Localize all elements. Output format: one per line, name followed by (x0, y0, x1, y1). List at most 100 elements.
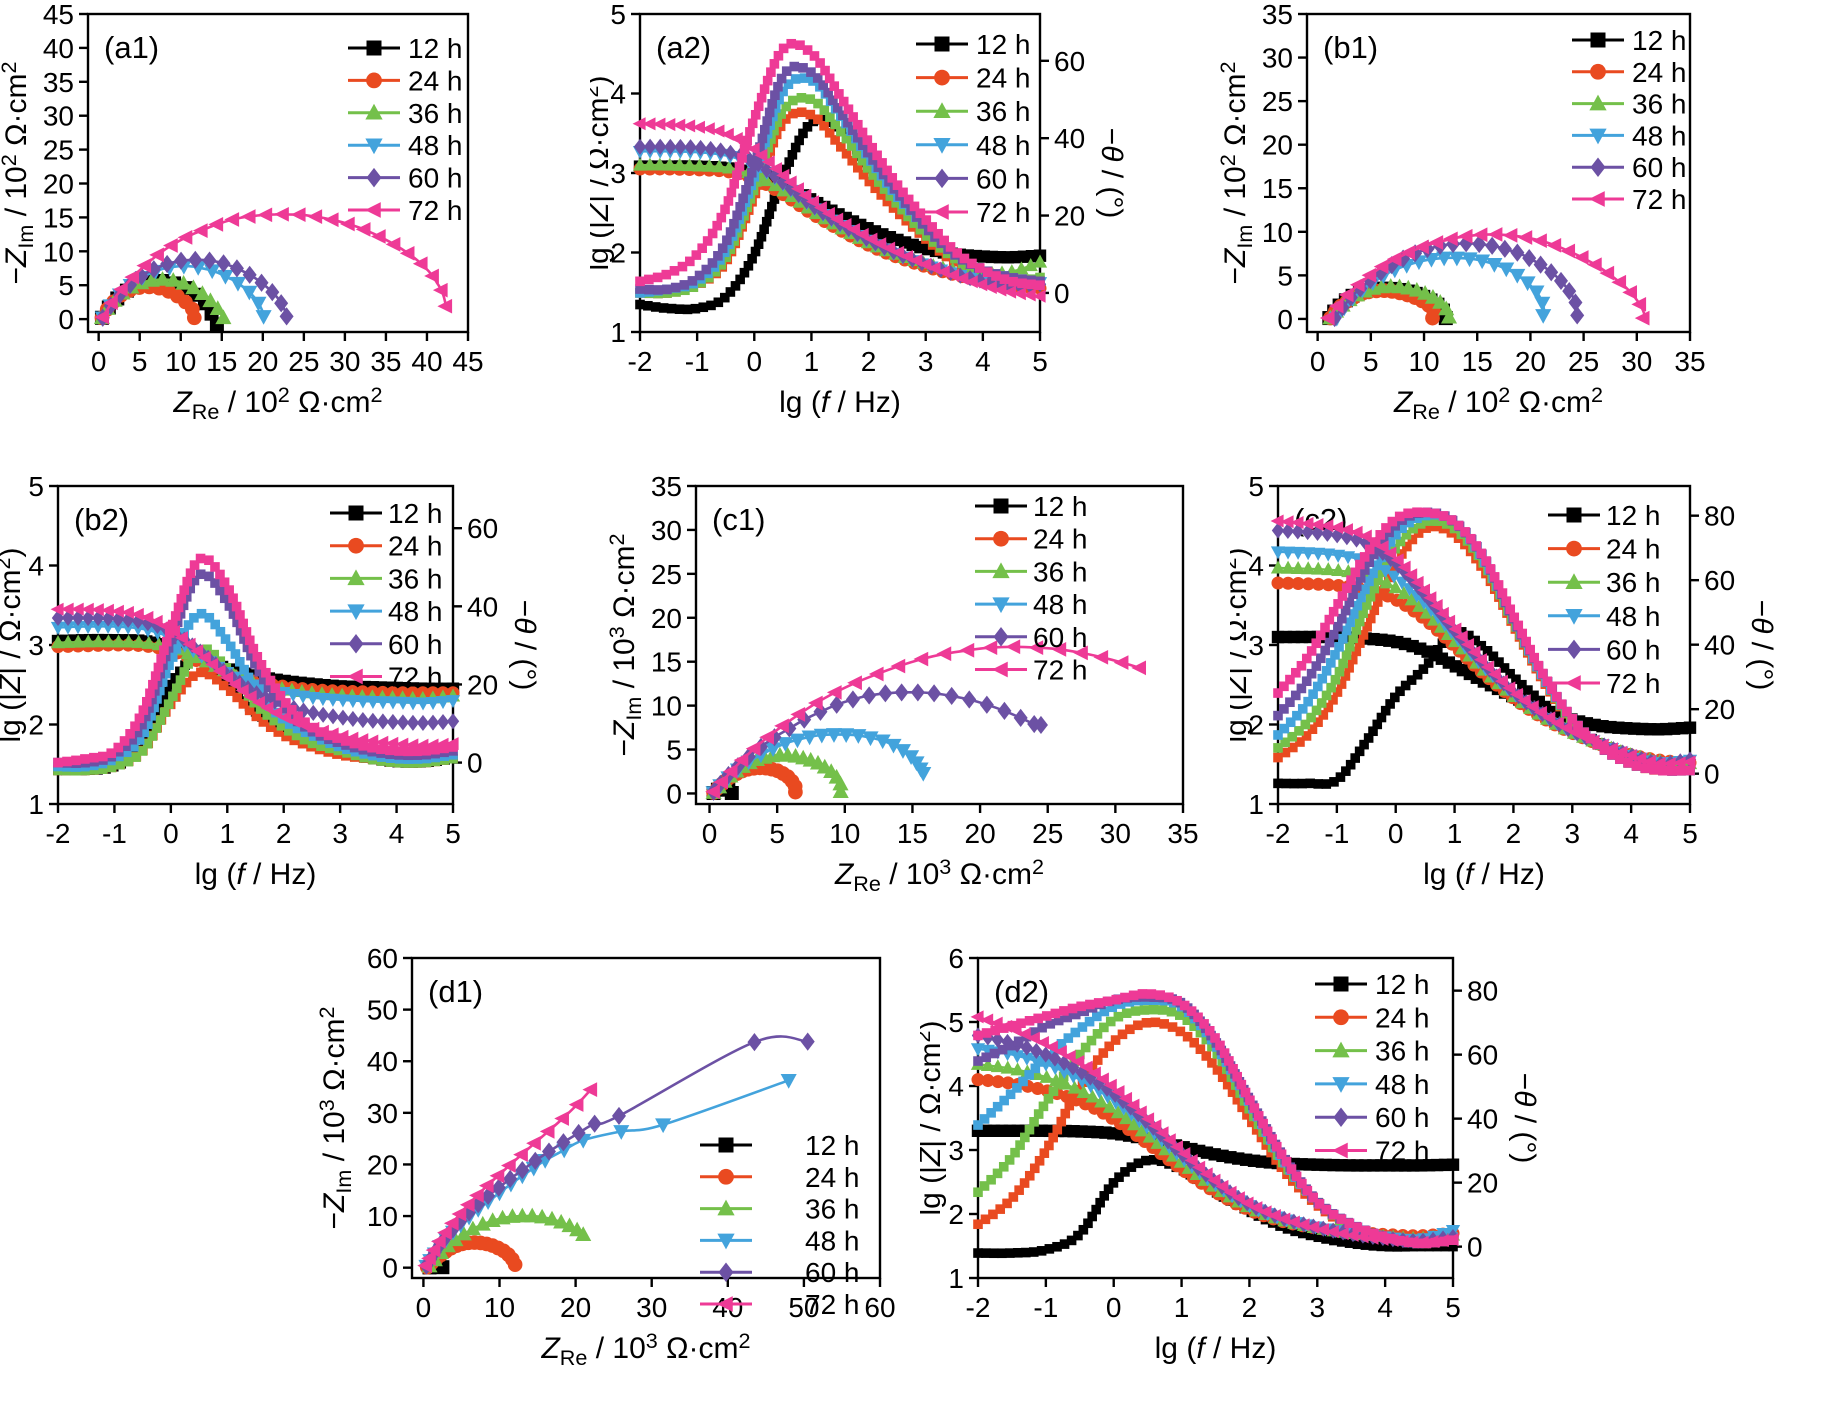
x-tick-label: 10 (1408, 346, 1439, 377)
y-tick-label: 1 (948, 1263, 964, 1294)
legend-label: 24 h (1375, 1002, 1430, 1033)
y-tick-label: 5 (58, 270, 74, 301)
series-area (632, 38, 1048, 315)
x-tick-label: 4 (975, 346, 991, 377)
legend-item: 12 h (1315, 969, 1430, 1000)
y-tick-label: 0 (58, 304, 74, 335)
series-area (705, 639, 1147, 801)
series-area (1270, 507, 1698, 789)
legend-marker-circle (348, 537, 364, 554)
legend-label: 72 h (388, 662, 443, 693)
series-area (417, 1032, 815, 1275)
legend-label: 60 h (388, 629, 443, 660)
y-tick-label: 35 (1262, 0, 1293, 30)
legend-marker-triangle-left (717, 1296, 733, 1312)
plot-border (410, 956, 882, 1280)
series-area (1319, 227, 1650, 328)
y-tick-label: 3 (1248, 630, 1264, 661)
y2-tick-label: 0 (1704, 759, 1720, 790)
y-tick-label: 2 (28, 710, 44, 741)
legend-marker-triangle-left (347, 668, 363, 685)
legend-label: 12 h (976, 29, 1031, 60)
x-tick-label: 3 (918, 346, 934, 377)
legend-item: 48 h (1572, 120, 1687, 151)
y2-tick-label: 20 (1467, 1168, 1498, 1199)
series-72h (632, 38, 1046, 303)
y-tick-label: 20 (43, 169, 74, 200)
axis-ticks: 0 5 10 15 20 25 30 35 0 5 10 15 20 25 30 35 (1262, 0, 1706, 377)
y-tick-label: 35 (651, 471, 682, 502)
legend-marker-circle (1333, 1009, 1349, 1026)
legend-item: 60 h (916, 163, 1031, 194)
legend-label: 36 h (1606, 567, 1661, 598)
series-36h (421, 1207, 592, 1273)
legend-item: 24 h (975, 524, 1088, 555)
x-tick-label: 60 (864, 1292, 895, 1323)
y-axis-label: −ZIm / 102 Ω·cm2 (1220, 61, 1257, 284)
legend-marker-diamond (1566, 639, 1582, 660)
y-tick-label: 10 (367, 1201, 398, 1232)
legend-marker-triangle-left (933, 204, 949, 220)
y2-tick-label: 0 (467, 748, 483, 779)
legend-marker-triangle-up (1332, 1041, 1350, 1058)
legend-label: 36 h (976, 96, 1031, 127)
legend-item: 24 h (1572, 57, 1687, 88)
legend-item: 24 h (700, 1162, 860, 1193)
legend-label: 48 h (976, 130, 1031, 161)
legend-item: 24 h (330, 531, 443, 562)
plot-border (1305, 12, 1692, 334)
legend: 12 h24 h36 h48 h60 h72 h (700, 1130, 860, 1320)
legend-label: 60 h (408, 163, 463, 194)
y-tick-label: 30 (367, 1098, 398, 1129)
legend-item: 12 h (1548, 500, 1661, 531)
x-tick-label: 45 (452, 346, 483, 377)
legend-label: 48 h (1632, 120, 1687, 151)
x-tick-label: 10 (165, 346, 196, 377)
x-axis-label: ZRe / 103 Ω·cm2 (540, 1328, 750, 1370)
legend-label: 24 h (408, 65, 463, 96)
legend-marker-square (1590, 32, 1606, 48)
legend-marker-triangle-left (1589, 191, 1605, 207)
legend-marker-diamond (993, 627, 1009, 647)
x-tick-label: 0 (1388, 818, 1404, 849)
legend-label: 12 h (1632, 25, 1687, 56)
plot-border (86, 12, 470, 334)
legend-label: 24 h (1632, 57, 1687, 88)
legend-label: 12 h (1606, 500, 1661, 531)
x-tick-label: -2 (1266, 818, 1291, 849)
y-tick-label: 0 (666, 778, 682, 809)
legend-marker-triangle-up (365, 103, 383, 120)
panel-label: (d2) (994, 974, 1049, 1009)
y-tick-label: 5 (948, 1007, 964, 1038)
legend-marker-square (1566, 507, 1582, 523)
chart-b2: -2 -1 0 1 2 3 4 5 1 2 3 4 5 0 20 40 60 lg (f / Hz) lg (|Z|… (0, 471, 541, 891)
y-axis-label: lg (|Z| / Ω·cm2) (920, 1020, 947, 1215)
x-tick-label: 0 (1106, 1292, 1122, 1323)
x-tick-label: 35 (1674, 346, 1705, 377)
y-tick-label: 20 (651, 603, 682, 634)
x-tick-label: 4 (1377, 1292, 1393, 1323)
x-tick-label: -2 (628, 346, 653, 377)
legend: 12 h24 h36 h48 h60 h72 h (916, 29, 1031, 228)
panel-label: (c1) (712, 502, 765, 537)
y-tick-label: 35 (43, 67, 74, 98)
legend-item: 36 h (330, 563, 443, 594)
legend-item: 24 h (1548, 534, 1661, 565)
legend-label: 60 h (1606, 634, 1661, 665)
y-tick-label: 20 (1262, 130, 1293, 161)
legend-marker-triangle-down (1565, 609, 1583, 625)
x-tick-label: 5 (769, 818, 785, 849)
x-tick-label: -1 (1324, 818, 1349, 849)
chart-d1: 01020304050600102030405060ZRe / 103 Ω·cm… (314, 943, 896, 1370)
chart-b1: 0 5 10 15 20 25 30 35 0 5 10 15 20 25 30 35 ZRe / 102 Ω·… (1220, 0, 1706, 424)
legend-marker-square (1333, 976, 1349, 992)
legend-item: 12 h (700, 1130, 860, 1161)
legend-marker-diamond (1590, 157, 1606, 177)
y2-tick-label: 60 (467, 513, 498, 544)
y-tick-label: 45 (43, 0, 74, 30)
x-axis-label: ZRe / 102 Ω·cm2 (172, 382, 382, 424)
legend-item: 48 h (975, 589, 1088, 620)
legend-marker-square (366, 40, 382, 56)
y-tick-label: 3 (948, 1135, 964, 1166)
y-tick-label: 4 (28, 551, 44, 582)
